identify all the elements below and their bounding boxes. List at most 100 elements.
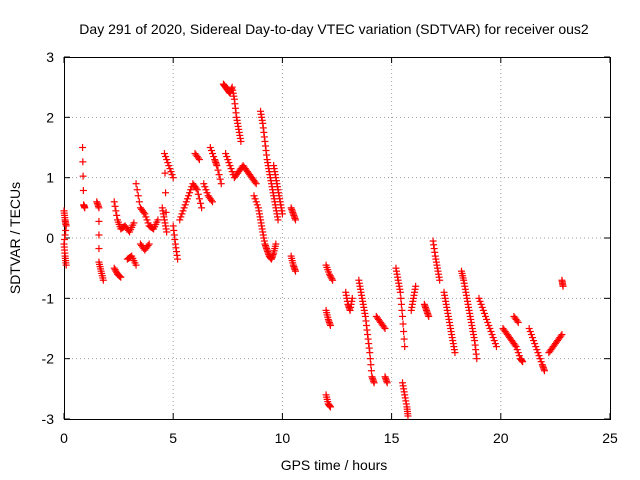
data-point	[366, 349, 374, 357]
y-tick-label: -2	[42, 351, 55, 367]
data-point	[132, 180, 140, 188]
data-point	[176, 216, 184, 224]
data-point	[532, 343, 540, 351]
data-point	[404, 412, 412, 420]
data-point	[117, 273, 125, 281]
data-point	[180, 204, 188, 212]
data-point	[193, 186, 201, 194]
data-point	[559, 282, 567, 290]
data-point	[490, 337, 498, 345]
data-point	[145, 240, 153, 248]
data-point	[169, 174, 177, 182]
data-point	[223, 153, 231, 161]
data-point	[181, 201, 189, 209]
data-point	[484, 318, 492, 326]
data-point	[166, 165, 174, 173]
data-point	[533, 346, 541, 354]
data-point	[163, 228, 171, 236]
y-tick-label: 0	[46, 230, 54, 246]
data-point	[519, 358, 527, 366]
data-point	[401, 343, 409, 351]
data-point	[477, 300, 485, 308]
data-point	[527, 331, 535, 339]
data-point	[325, 270, 333, 278]
data-point	[400, 328, 408, 336]
data-point	[194, 190, 202, 198]
data-point	[143, 216, 151, 224]
data-point	[95, 231, 103, 239]
data-point	[207, 147, 215, 155]
data-point	[142, 213, 150, 221]
data-point	[210, 153, 218, 161]
data-point	[367, 367, 375, 375]
data-point	[202, 186, 210, 194]
data-point	[396, 288, 404, 296]
y-axis-label: SDTVAR / TECUs	[7, 182, 23, 294]
data-point	[488, 331, 496, 339]
data-point	[79, 172, 87, 180]
data-point	[367, 361, 375, 369]
data-point	[397, 300, 405, 308]
data-point	[200, 180, 208, 188]
data-point	[511, 341, 519, 349]
data-point	[160, 150, 168, 158]
data-point	[399, 312, 407, 320]
data-point	[227, 165, 235, 173]
data-point	[79, 158, 87, 166]
data-point	[274, 216, 282, 224]
data-point	[412, 282, 420, 290]
data-point	[526, 328, 534, 336]
data-point	[557, 332, 565, 340]
data-point	[483, 315, 491, 323]
data-point	[182, 198, 190, 206]
data-point	[491, 340, 499, 348]
data-point	[110, 264, 118, 272]
data-point	[485, 321, 493, 329]
data-point	[473, 355, 481, 363]
data-point	[489, 334, 497, 342]
data-point	[513, 317, 521, 325]
data-point	[537, 358, 545, 366]
data-point	[228, 168, 236, 176]
data-point	[186, 189, 194, 197]
grid-lines	[64, 57, 610, 419]
data-point	[381, 325, 389, 332]
data-point	[134, 192, 142, 200]
data-point	[251, 178, 259, 186]
data-point	[165, 162, 173, 170]
data-point	[558, 331, 566, 339]
data-point	[95, 245, 103, 253]
data-point	[348, 294, 356, 302]
data-point	[216, 175, 224, 183]
data-point	[110, 198, 118, 206]
data-point	[252, 198, 260, 206]
data-point	[515, 352, 523, 360]
data-point	[328, 275, 336, 283]
x-tick-label: 5	[169, 430, 177, 446]
data-point	[213, 162, 221, 170]
data-point	[62, 261, 70, 269]
data-point	[163, 156, 171, 164]
data-point	[179, 207, 187, 215]
data-point	[81, 204, 89, 212]
data-point	[195, 195, 203, 203]
data-point	[201, 183, 209, 191]
data-point	[492, 343, 500, 351]
data-point	[525, 325, 533, 332]
data-point	[237, 137, 245, 145]
y-tick-label: -1	[42, 290, 55, 306]
data-point	[326, 321, 334, 329]
data-point	[140, 208, 148, 216]
x-tick-label: 10	[275, 430, 291, 446]
data-point	[451, 349, 459, 357]
data-point	[400, 335, 408, 343]
data-point	[168, 171, 176, 179]
data-point	[164, 159, 172, 167]
y-tick-label: 2	[46, 109, 54, 125]
data-point	[226, 162, 234, 170]
data-point	[217, 180, 225, 188]
data-point	[132, 261, 140, 269]
data-point	[398, 306, 406, 314]
data-point	[329, 276, 337, 284]
data-point	[162, 153, 170, 161]
